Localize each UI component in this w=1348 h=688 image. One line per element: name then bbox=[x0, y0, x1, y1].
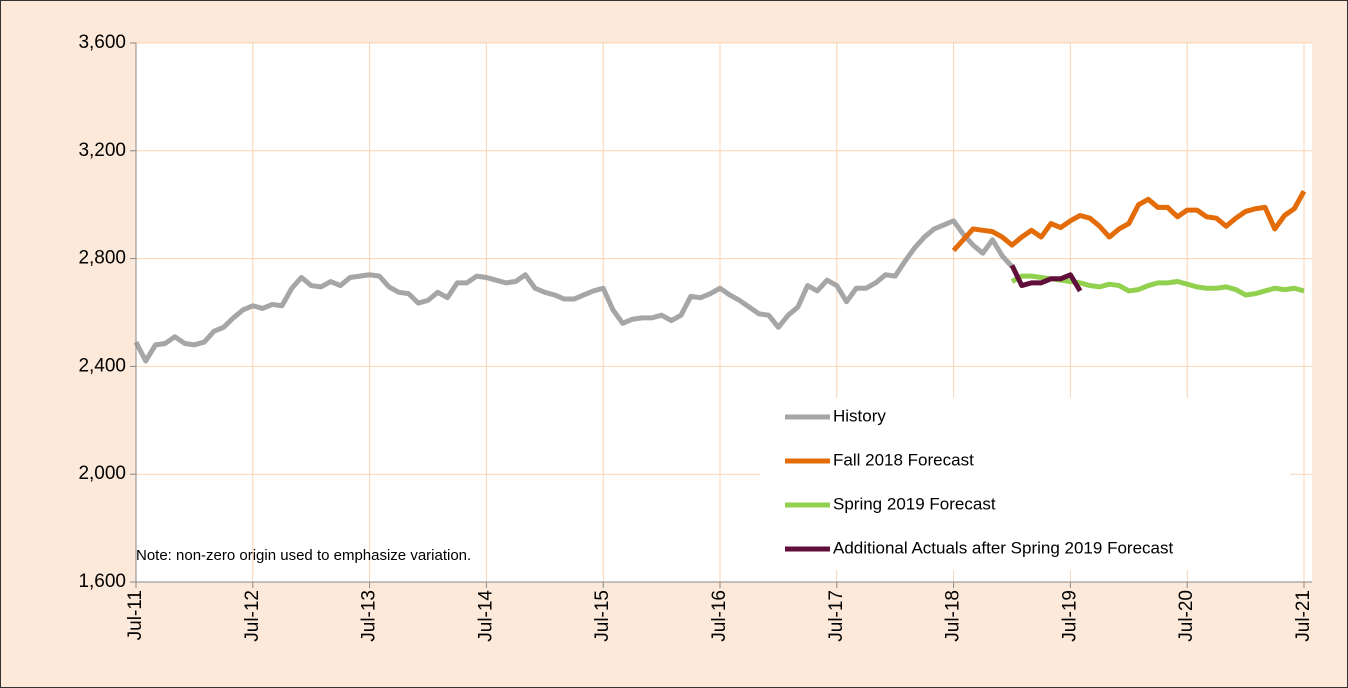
x-tick-label: Jul-13 bbox=[359, 590, 380, 642]
legend-label: Fall 2018 Forecast bbox=[833, 450, 974, 469]
y-tick-label: 3,600 bbox=[78, 32, 126, 53]
x-tick-label: Jul-11 bbox=[125, 590, 146, 640]
x-tick-label: Jul-18 bbox=[943, 590, 964, 642]
legend: History Fall 2018 Forecast Spring 2019 For… bbox=[785, 406, 1173, 557]
legend-label: Spring 2019 Forecast bbox=[833, 494, 996, 513]
x-tick-label: Jul-16 bbox=[709, 590, 730, 642]
legend-label: Additional Actuals after Spring 2019 For… bbox=[833, 538, 1173, 557]
grid bbox=[136, 42, 1312, 583]
x-tick-label: Jul-20 bbox=[1176, 590, 1197, 642]
x-tick-label: Jul-12 bbox=[242, 590, 263, 642]
legend-label: History bbox=[833, 406, 886, 425]
legend-box bbox=[760, 398, 1290, 570]
series-line bbox=[951, 190, 1307, 253]
x-tick-label: Jul-15 bbox=[592, 590, 613, 642]
y-tick-label: 1,600 bbox=[78, 571, 126, 592]
axes: 1,600 2,000 2,400 2,800 3,200 3,600 Jul-11 Jul-… bbox=[78, 32, 1314, 642]
x-tick-label: Jul-21 bbox=[1293, 590, 1314, 642]
y-tick-label: 2,400 bbox=[78, 355, 126, 376]
lines bbox=[133, 190, 1307, 364]
x-tick-label: Jul-19 bbox=[1059, 590, 1080, 642]
y-tick-label: 3,200 bbox=[78, 140, 126, 161]
y-tick-label: 2,000 bbox=[78, 463, 126, 484]
y-tick-label: 2,800 bbox=[78, 248, 126, 269]
series-line bbox=[1009, 264, 1083, 293]
x-tick-label: Jul-17 bbox=[826, 590, 847, 642]
note: Note: non-zero origin used to emphasize … bbox=[136, 547, 471, 564]
x-tick-label: Jul-14 bbox=[475, 590, 496, 642]
series-line bbox=[133, 218, 1014, 364]
